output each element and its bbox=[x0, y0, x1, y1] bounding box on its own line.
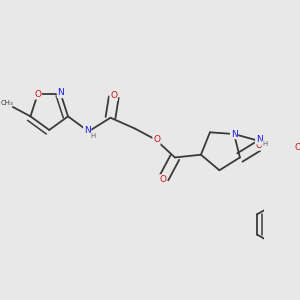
Text: N: N bbox=[231, 130, 237, 139]
Text: O: O bbox=[295, 143, 300, 152]
Text: N: N bbox=[256, 135, 262, 144]
Text: O: O bbox=[110, 91, 117, 100]
Text: N: N bbox=[84, 126, 91, 135]
Text: CH₃: CH₃ bbox=[0, 100, 13, 106]
Text: H: H bbox=[262, 141, 267, 147]
Text: N: N bbox=[58, 88, 64, 98]
Text: O: O bbox=[256, 141, 262, 150]
Text: O: O bbox=[153, 135, 160, 144]
Text: H: H bbox=[91, 133, 96, 139]
Text: O: O bbox=[34, 90, 41, 99]
Text: O: O bbox=[159, 175, 166, 184]
